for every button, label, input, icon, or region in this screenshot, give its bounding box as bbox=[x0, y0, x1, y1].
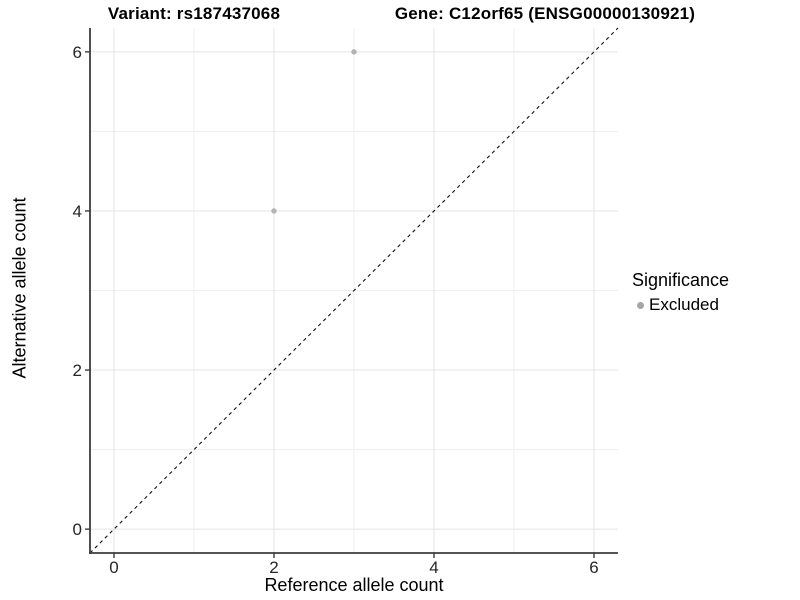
x-tick-label: 2 bbox=[269, 558, 278, 577]
y-tick-label: 2 bbox=[73, 361, 82, 380]
legend-point-icon bbox=[637, 301, 644, 309]
y-tick-label: 6 bbox=[73, 43, 82, 62]
data-point bbox=[271, 208, 277, 214]
y-axis-title: Alternative allele count bbox=[9, 197, 30, 379]
y-tick-label: 0 bbox=[73, 520, 82, 539]
data-point bbox=[351, 49, 357, 55]
y-tick-label: 4 bbox=[73, 202, 82, 221]
legend: Significance Excluded bbox=[630, 269, 729, 315]
legend-entry: Excluded bbox=[630, 295, 729, 315]
x-tick-label: 4 bbox=[429, 558, 438, 577]
variant-title: Variant: rs187437068 bbox=[107, 4, 281, 23]
identity-line bbox=[89, 27, 619, 554]
gene-title: Gene: C12orf65 (ENSG00000130921) bbox=[394, 4, 696, 23]
legend-title: Significance bbox=[632, 270, 730, 290]
x-axis-title: Reference allele count bbox=[264, 575, 444, 595]
x-tick-label: 6 bbox=[589, 558, 598, 577]
legend-entry-label: Excluded bbox=[649, 295, 719, 314]
x-tick-label: 0 bbox=[109, 558, 118, 577]
